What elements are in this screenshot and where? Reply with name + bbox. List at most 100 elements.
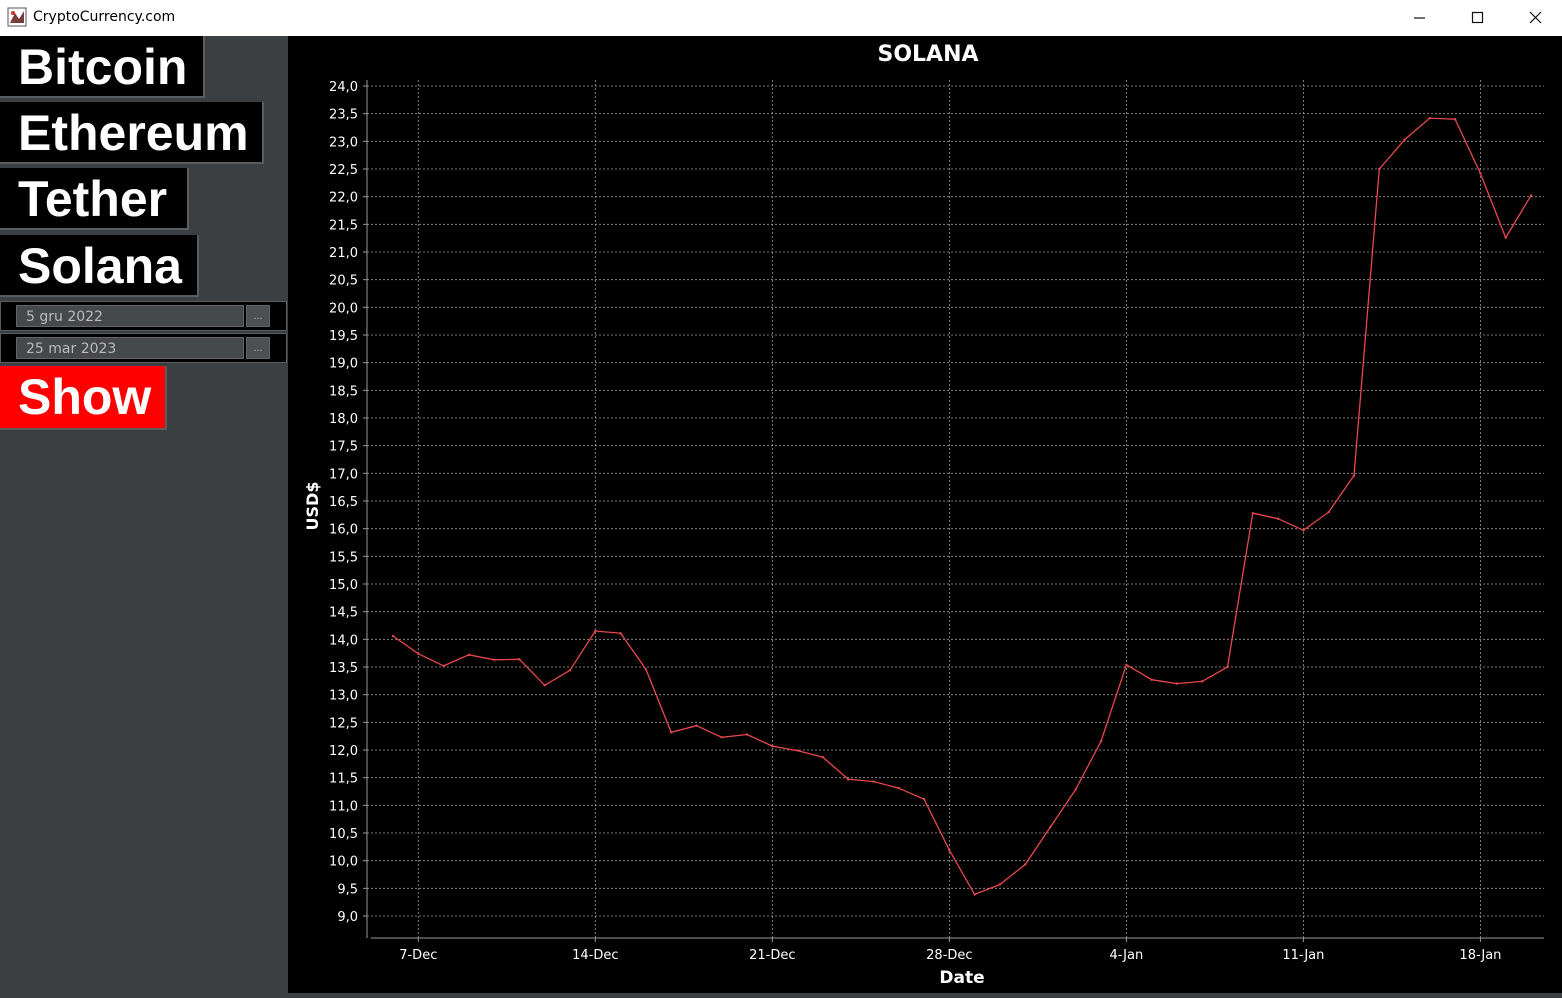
y-tick-label: 13,0 — [329, 689, 358, 704]
chart-grid — [367, 80, 1544, 938]
date-from-row: 5 gru 2022 ... — [0, 301, 287, 331]
y-tick-label: 20,5 — [329, 274, 358, 289]
price-point — [720, 736, 723, 739]
chart-title: SOLANA — [877, 42, 978, 67]
y-tick-label: 16,5 — [329, 495, 358, 510]
x-axis-label: Date — [939, 968, 984, 988]
bitcoin-button[interactable]: Bitcoin — [0, 36, 205, 98]
price-point — [1453, 118, 1457, 121]
x-tick-label: 18-Jan — [1459, 948, 1501, 963]
x-tick-label: 7-Dec — [399, 948, 437, 963]
price-point — [1352, 474, 1356, 477]
price-point — [1074, 788, 1077, 791]
y-tick-label: 24,0 — [329, 80, 358, 95]
price-point — [1175, 682, 1179, 685]
price-point — [897, 786, 900, 790]
solana-button[interactable]: Solana — [0, 235, 199, 297]
date-from-field[interactable]: 5 gru 2022 — [16, 305, 244, 327]
window-titlebar: CryptoCurrency.com — [0, 0, 1562, 36]
y-tick-label: 18,0 — [329, 412, 358, 427]
price-point — [1378, 167, 1381, 171]
y-tick-label: 10,5 — [329, 827, 358, 842]
price-point — [1150, 678, 1153, 681]
ethereum-button[interactable]: Ethereum — [0, 102, 264, 164]
y-tick-label: 18,5 — [329, 384, 358, 399]
y-tick-label: 21,0 — [329, 246, 358, 261]
price-point — [467, 653, 471, 657]
price-point — [922, 798, 926, 801]
x-axis-ticks: 7-Dec 14-Dec 21-Dec 28-Dec 4-Jan 11-Jan 18-Jan — [399, 938, 1501, 963]
y-tick-label: 23,0 — [329, 135, 358, 150]
sidebar: Bitcoin Ethereum Tether Solana 5 gru 202… — [0, 36, 288, 993]
y-tick-label: 17,0 — [329, 467, 358, 482]
x-tick-label: 4-Jan — [1110, 948, 1144, 963]
x-tick-label: 21-Dec — [749, 948, 795, 963]
price-point — [1428, 116, 1432, 120]
date-from-picker-button[interactable]: ... — [246, 305, 270, 327]
price-point — [973, 893, 976, 896]
y-tick-label: 15,5 — [329, 550, 358, 565]
price-point — [1049, 825, 1052, 829]
minimize-button[interactable] — [1391, 0, 1449, 36]
price-points — [391, 116, 1533, 896]
y-tick-label: 23,5 — [329, 108, 358, 123]
price-point — [948, 848, 951, 852]
date-to-field[interactable]: 25 mar 2023 — [16, 337, 244, 359]
y-tick-label: 12,5 — [329, 716, 358, 731]
price-point — [1327, 510, 1330, 514]
price-point — [998, 883, 1002, 886]
y-tick-label: 15,0 — [329, 578, 358, 593]
price-point — [847, 778, 850, 781]
price-point — [1302, 529, 1305, 532]
y-axis-label: USD$ — [303, 482, 322, 531]
price-point — [644, 668, 648, 671]
price-point — [1504, 236, 1507, 239]
price-point — [1403, 138, 1406, 141]
maximize-button[interactable] — [1449, 0, 1507, 36]
y-tick-label: 17,5 — [329, 440, 358, 455]
y-tick-label: 11,5 — [329, 772, 358, 787]
price-point — [1529, 194, 1533, 197]
y-tick-label: 13,5 — [329, 661, 358, 676]
price-point — [771, 744, 774, 748]
price-point — [492, 658, 496, 662]
y-tick-label: 22,5 — [329, 163, 358, 178]
y-tick-label: 19,5 — [329, 329, 358, 344]
price-point — [821, 755, 825, 759]
y-tick-label: 19,0 — [329, 357, 358, 372]
price-point — [518, 658, 521, 661]
y-tick-label: 20,0 — [329, 301, 358, 316]
y-axis-ticks: 9,0 9,5 10,0 10,5 11,0 11,5 12,0 12,5 13,0 13,5 14… — [329, 80, 367, 925]
chart-panel: SOLANA 9,0 9,5 10,0 10,5 11,0 11,5 12,0 12,5 13,… — [288, 36, 1562, 993]
price-point — [1276, 517, 1280, 520]
price-point — [1201, 680, 1204, 683]
date-to-picker-button[interactable]: ... — [246, 337, 270, 359]
y-tick-label: 12,0 — [329, 744, 358, 759]
price-point — [442, 664, 445, 668]
price-point — [619, 632, 622, 635]
y-tick-label: 11,0 — [329, 799, 358, 814]
price-point — [872, 780, 875, 783]
price-point — [594, 629, 597, 633]
window-title: CryptoCurrency.com — [33, 9, 176, 25]
y-tick-label: 14,5 — [329, 606, 358, 621]
x-tick-label: 11-Jan — [1282, 948, 1324, 963]
y-tick-label: 21,5 — [329, 218, 358, 233]
y-tick-label: 10,0 — [329, 855, 358, 870]
app-icon — [7, 7, 27, 27]
show-button[interactable]: Show — [0, 366, 167, 430]
price-point — [1479, 172, 1482, 175]
date-to-row: 25 mar 2023 ... — [0, 333, 287, 363]
price-point — [1226, 665, 1229, 669]
price-line — [392, 117, 1532, 896]
price-point — [391, 634, 395, 638]
price-point — [417, 652, 420, 655]
y-tick-label: 14,0 — [329, 633, 358, 648]
price-point — [695, 724, 698, 727]
close-button[interactable] — [1507, 0, 1562, 36]
y-tick-label: 16,0 — [329, 523, 358, 538]
y-tick-label: 9,0 — [337, 910, 358, 925]
tether-button[interactable]: Tether — [0, 168, 189, 230]
y-tick-label: 9,5 — [337, 882, 358, 897]
price-point — [1024, 863, 1027, 866]
